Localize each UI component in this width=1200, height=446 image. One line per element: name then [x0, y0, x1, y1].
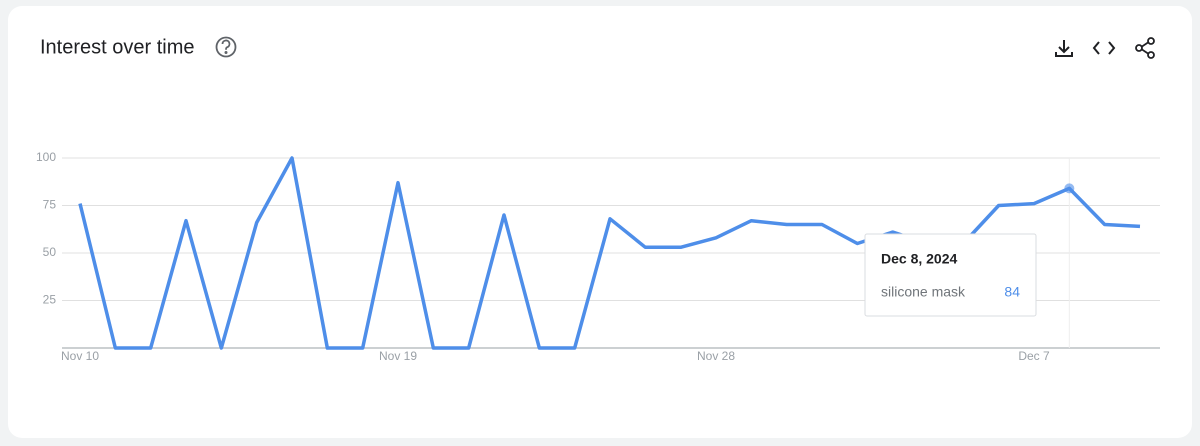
help-icon[interactable]: [215, 36, 237, 58]
y-tick-label: 75: [43, 198, 57, 212]
tooltip-date: Dec 8, 2024: [881, 251, 957, 267]
x-tick-label: Nov 19: [379, 349, 417, 363]
embed-icon[interactable]: [1092, 41, 1116, 55]
x-tick-label: Dec 7: [1018, 349, 1050, 363]
x-tick-label: Nov 28: [697, 349, 735, 363]
x-tick-label: Nov 10: [61, 349, 99, 363]
y-tick-label: 25: [43, 293, 57, 307]
card: [8, 6, 1192, 438]
hover-dot: [1064, 183, 1075, 194]
tooltip: Dec 8, 2024 silicone mask 84: [864, 233, 1037, 317]
tooltip-series: silicone mask: [881, 284, 966, 300]
download-icon[interactable]: [1055, 40, 1073, 57]
tooltip-box: [864, 233, 1037, 317]
y-tick-label: 100: [36, 150, 56, 164]
tooltip-value: 84: [1004, 284, 1020, 300]
y-tick-label: 50: [43, 245, 57, 259]
chart-title: Interest over time: [40, 36, 195, 58]
share-icon[interactable]: [1135, 37, 1155, 59]
